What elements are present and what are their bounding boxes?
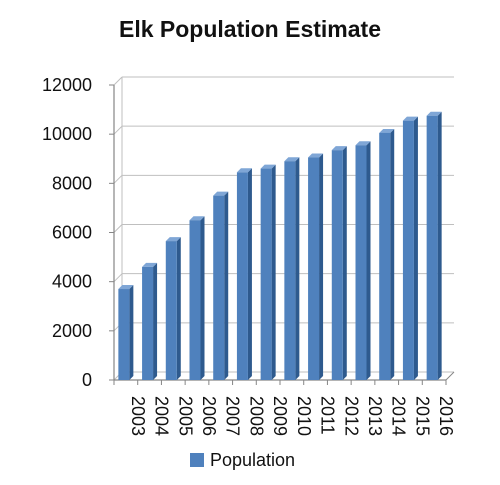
y-tick-label: 2000 bbox=[52, 321, 92, 341]
bar-top bbox=[355, 141, 371, 146]
gridline-side bbox=[113, 224, 123, 233]
gridline-side bbox=[113, 125, 123, 135]
bar-side bbox=[176, 237, 181, 380]
bar bbox=[308, 157, 320, 380]
x-tick-label: 2006 bbox=[199, 396, 219, 436]
bar bbox=[379, 132, 391, 380]
bar-top bbox=[213, 191, 229, 196]
bar-side bbox=[295, 157, 300, 380]
bar bbox=[284, 161, 296, 380]
y-tick-label: 8000 bbox=[52, 173, 92, 193]
bar bbox=[331, 150, 343, 380]
x-tick-label: 2016 bbox=[436, 396, 456, 436]
x-tick-label: 2011 bbox=[318, 396, 338, 435]
x-tick-label: 2014 bbox=[389, 396, 409, 436]
x-tick-label: 2010 bbox=[294, 396, 314, 436]
bar-top bbox=[331, 146, 347, 151]
y-tick-label: 6000 bbox=[52, 223, 92, 243]
bar-side bbox=[224, 191, 229, 380]
bar-top bbox=[189, 216, 205, 221]
bar-side bbox=[153, 262, 158, 380]
y-tick-label: 12000 bbox=[42, 75, 92, 95]
bar-side bbox=[247, 168, 252, 380]
bar bbox=[402, 120, 414, 380]
gridline-side bbox=[113, 174, 123, 184]
bar bbox=[213, 195, 225, 380]
bar-top bbox=[426, 111, 442, 116]
bar-top bbox=[308, 153, 324, 158]
bar-side bbox=[319, 153, 324, 380]
y-tick-label: 0 bbox=[82, 370, 92, 390]
x-tick-label: 2004 bbox=[152, 396, 172, 436]
bar-top bbox=[260, 164, 276, 169]
bar bbox=[426, 115, 438, 381]
bar bbox=[355, 145, 367, 380]
legend: Population bbox=[190, 449, 295, 471]
bar-side bbox=[437, 111, 442, 381]
bar-side bbox=[413, 116, 418, 380]
bar-top bbox=[236, 168, 252, 173]
gridline-side bbox=[113, 76, 123, 86]
gridline-side bbox=[113, 273, 123, 283]
bar-top bbox=[142, 262, 158, 267]
bar-top bbox=[165, 237, 181, 242]
bar-side bbox=[366, 141, 371, 380]
x-tick-label: 2008 bbox=[246, 396, 266, 436]
bar-top bbox=[402, 116, 418, 121]
bar bbox=[189, 220, 201, 380]
x-tick-label: 2012 bbox=[341, 396, 361, 436]
bar-side bbox=[390, 128, 395, 380]
x-tick-label: 2003 bbox=[128, 396, 148, 436]
x-tick-label: 2013 bbox=[365, 396, 385, 436]
y-tick-label: 4000 bbox=[52, 272, 92, 292]
bar bbox=[260, 168, 272, 380]
bar-top bbox=[379, 128, 395, 133]
bar bbox=[236, 172, 248, 380]
bar bbox=[142, 266, 154, 380]
bar-side bbox=[342, 146, 347, 380]
bar-side bbox=[200, 216, 205, 380]
x-tick-label: 2015 bbox=[412, 396, 432, 436]
x-tick-label: 2007 bbox=[223, 396, 243, 436]
legend-swatch bbox=[190, 453, 204, 467]
bar-side bbox=[129, 285, 134, 380]
legend-label: Population bbox=[210, 449, 296, 470]
x-tick-label: 2009 bbox=[270, 396, 290, 436]
x-tick-label: 2005 bbox=[175, 396, 195, 436]
bar bbox=[165, 241, 177, 380]
bar-top bbox=[284, 157, 300, 162]
chart-title: Elk Population Estimate bbox=[119, 16, 381, 42]
bar-top bbox=[118, 285, 134, 290]
bar bbox=[118, 289, 130, 380]
bar-side bbox=[271, 164, 276, 380]
floor-edge bbox=[445, 371, 455, 381]
y-tick-label: 10000 bbox=[42, 124, 92, 144]
